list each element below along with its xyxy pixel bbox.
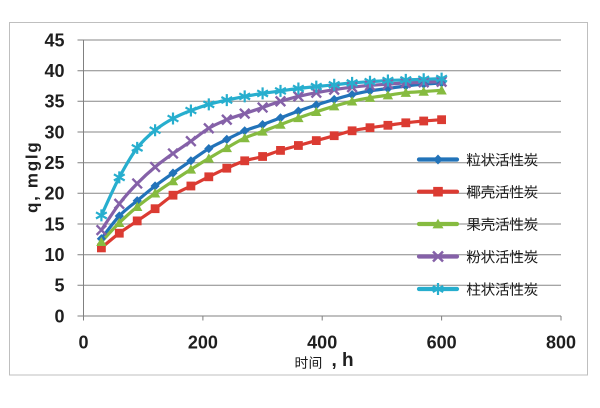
svg-text:5: 5: [54, 276, 64, 296]
svg-text:15: 15: [44, 214, 64, 234]
svg-text:30: 30: [44, 122, 64, 142]
svg-text:0: 0: [78, 333, 88, 353]
svg-text:35: 35: [44, 92, 64, 112]
svg-text:200: 200: [188, 333, 218, 353]
svg-text:40: 40: [44, 61, 64, 81]
svg-text:400: 400: [307, 333, 337, 353]
svg-text:800: 800: [546, 333, 576, 353]
svg-text:0: 0: [54, 306, 64, 326]
svg-text:10: 10: [44, 245, 64, 265]
svg-text:25: 25: [44, 153, 64, 173]
svg-text:, h: , h: [332, 350, 354, 371]
svg-text:600: 600: [427, 333, 457, 353]
svg-text:20: 20: [44, 184, 64, 204]
svg-text:45: 45: [44, 30, 64, 50]
svg-text:q, mglg: q, mglg: [23, 141, 42, 213]
